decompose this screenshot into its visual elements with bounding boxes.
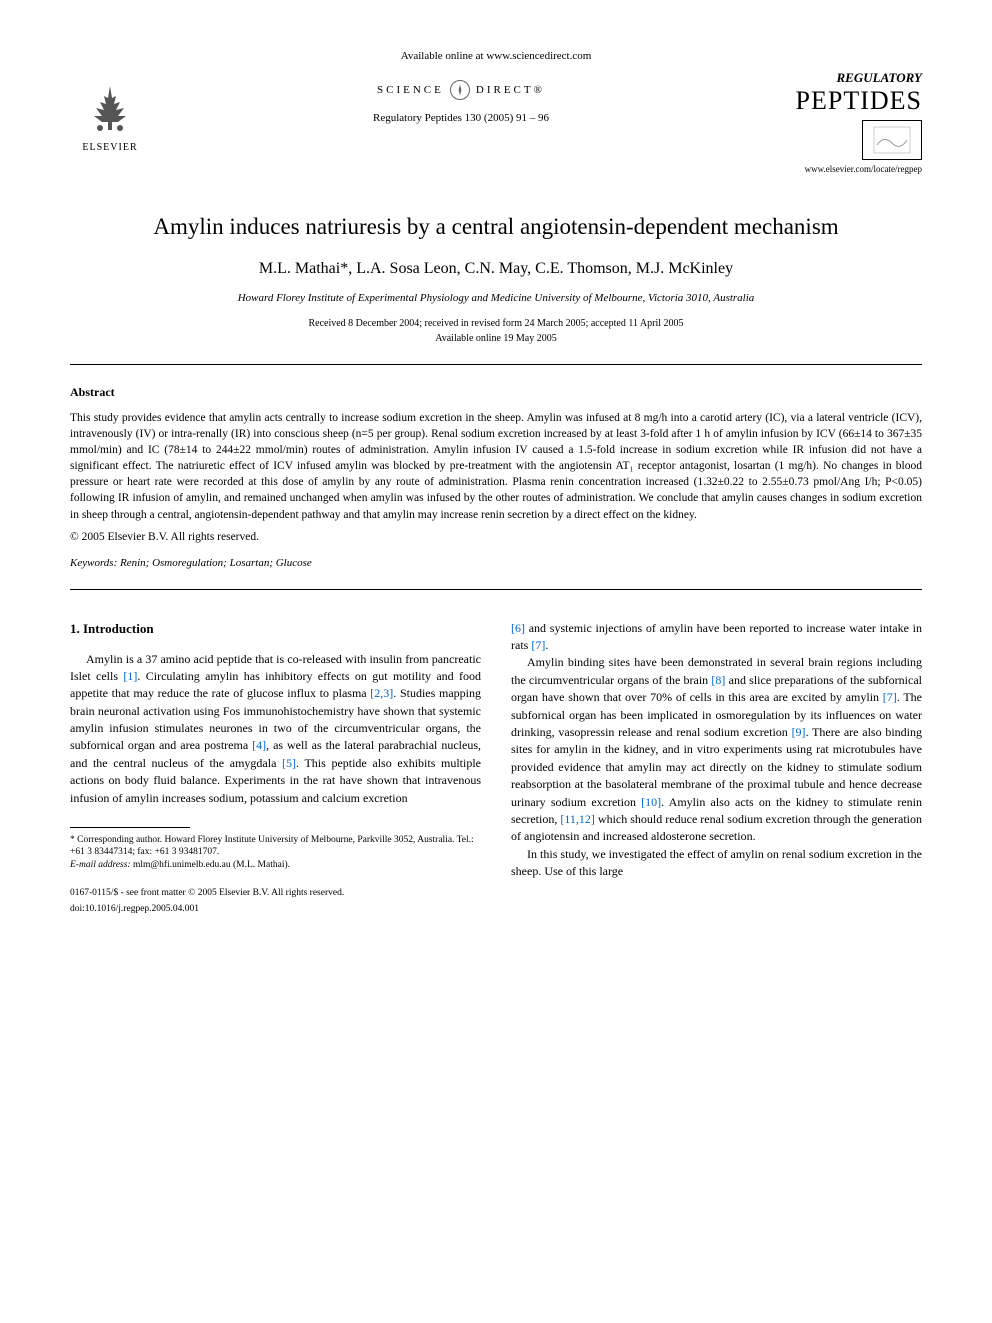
ref-link[interactable]: [10] [641, 795, 661, 809]
elsevier-logo: ELSEVIER [70, 70, 150, 160]
intro-p3: In this study, we investigated the effec… [511, 846, 922, 881]
corresponding-author-footnote: * Corresponding author. Howard Florey In… [70, 834, 481, 859]
email-footnote: E-mail address: mlm@hfi.unimelb.edu.au (… [70, 859, 481, 871]
elsevier-tree-icon [80, 78, 140, 138]
doi-line: doi:10.1016/j.regpep.2005.04.001 [70, 903, 481, 917]
section1-heading: 1. Introduction [70, 620, 481, 639]
ref-link[interactable]: [9] [792, 725, 806, 739]
journal-title-big: PEPTIDES [772, 86, 922, 116]
journal-logo-block: REGULATORY PEPTIDES www.elsevier.com/loc… [772, 70, 922, 174]
header-row: ELSEVIER SCIENCE DIRECT® Regulatory Pept… [70, 70, 922, 174]
header-center: SCIENCE DIRECT® Regulatory Peptides 130 … [150, 70, 772, 124]
abstract-copyright: © 2005 Elsevier B.V. All rights reserved… [70, 531, 922, 543]
left-column: 1. Introduction Amylin is a 37 amino aci… [70, 620, 481, 917]
sd-text2: DIRECT® [476, 84, 545, 96]
journal-title-small: REGULATORY [772, 70, 922, 86]
journal-cover-icon [862, 120, 922, 160]
intro-p2: Amylin binding sites have been demonstra… [511, 654, 922, 845]
ref-link[interactable]: [2,3] [370, 686, 393, 700]
intro-p1: Amylin is a 37 amino acid peptide that i… [70, 651, 481, 808]
available-online-text: Available online at www.sciencedirect.co… [70, 50, 922, 62]
keywords-label: Keywords: [70, 557, 117, 569]
ref-link[interactable]: [1] [123, 669, 137, 683]
affiliation: Howard Florey Institute of Experimental … [70, 292, 922, 304]
elsevier-text: ELSEVIER [82, 142, 137, 153]
sd-text1: SCIENCE [377, 84, 444, 96]
available-online-date: Available online 19 May 2005 [70, 333, 922, 344]
ref-link[interactable]: [5] [282, 756, 296, 770]
ref-link[interactable]: [6] [511, 621, 525, 635]
ref-link[interactable]: [4] [252, 738, 266, 752]
journal-url: www.elsevier.com/locate/regpep [772, 164, 922, 174]
right-column: [6] and systemic injections of amylin ha… [511, 620, 922, 917]
authors: M.L. Mathai*, L.A. Sosa Leon, C.N. May, … [70, 260, 922, 278]
intro-p1-continued: [6] and systemic injections of amylin ha… [511, 620, 922, 655]
article-title: Amylin induces natriuresis by a central … [70, 214, 922, 240]
divider-bottom [70, 589, 922, 590]
sd-compass-icon [450, 80, 470, 100]
received-dates: Received 8 December 2004; received in re… [70, 318, 922, 329]
footnote-divider [70, 827, 190, 828]
abstract-text: This study provides evidence that amylin… [70, 410, 922, 523]
ref-link[interactable]: [7] [883, 690, 897, 704]
ref-link[interactable]: [11,12] [560, 812, 595, 826]
issn-line: 0167-0115/$ - see front matter © 2005 El… [70, 887, 481, 901]
keywords-value: Renin; Osmoregulation; Losartan; Glucose [120, 557, 312, 569]
citation: Regulatory Peptides 130 (2005) 91 – 96 [150, 112, 772, 124]
divider-top [70, 364, 922, 365]
keywords: Keywords: Renin; Osmoregulation; Losarta… [70, 557, 922, 569]
abstract-heading: Abstract [70, 385, 922, 400]
email-value: mlm@hfi.unimelb.edu.au (M.L. Mathai). [133, 860, 290, 870]
science-direct-logo: SCIENCE DIRECT® [150, 80, 772, 100]
email-label: E-mail address: [70, 860, 131, 870]
ref-link[interactable]: [7] [531, 638, 545, 652]
body-columns: 1. Introduction Amylin is a 37 amino aci… [70, 620, 922, 917]
ref-link[interactable]: [8] [711, 673, 725, 687]
